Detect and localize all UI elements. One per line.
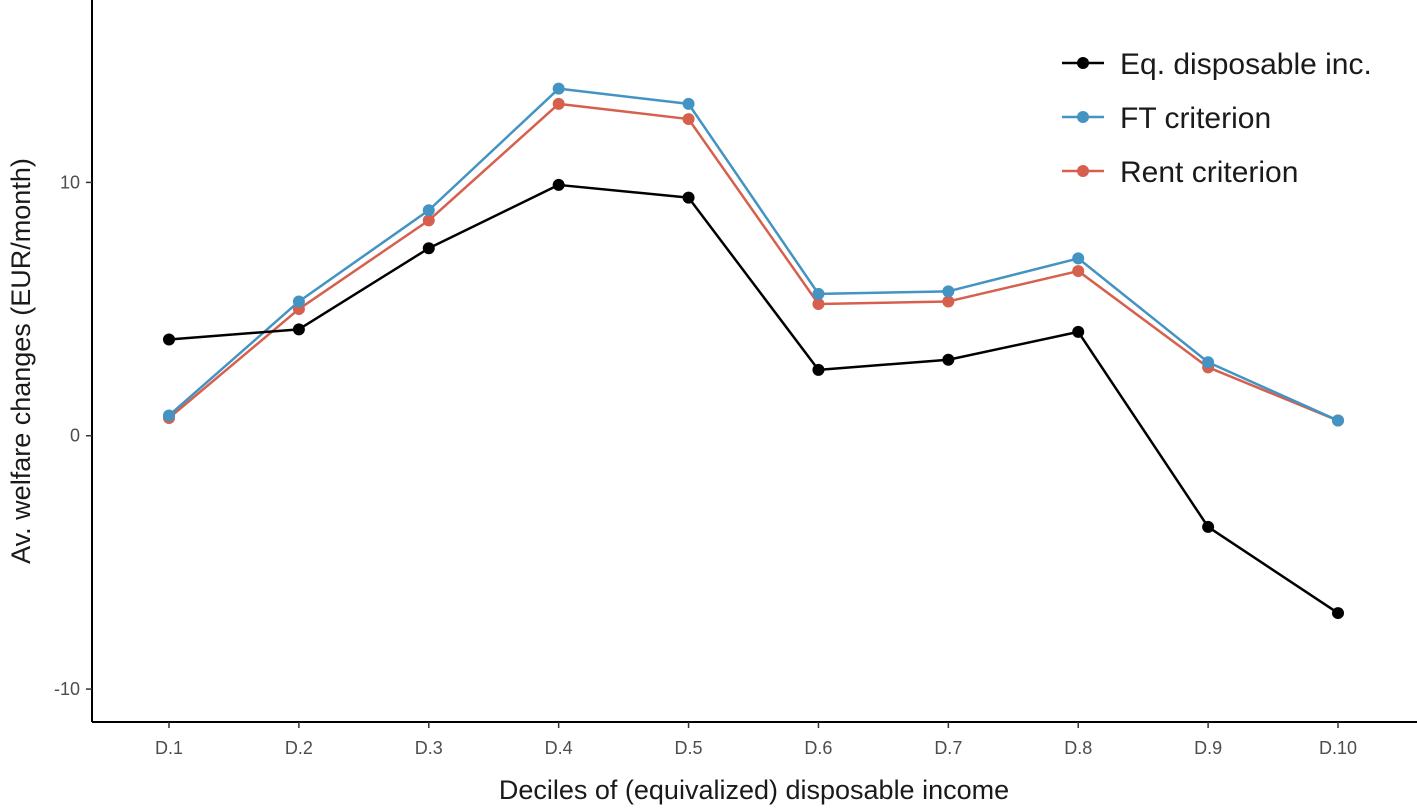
data-point: [422, 204, 435, 217]
data-point: [422, 242, 435, 255]
y-tick-label: 0: [70, 426, 80, 446]
legend-item: Rent criterion: [1062, 156, 1298, 189]
series-line: [168, 87, 1339, 422]
x-tick-label: D.6: [804, 738, 832, 758]
data-point: [552, 97, 565, 110]
data-point: [422, 214, 435, 227]
data-point: [682, 113, 695, 126]
data-point: [942, 285, 955, 298]
data-point: [812, 287, 825, 300]
x-tick-label: D.1: [155, 738, 183, 758]
data-point: [1332, 414, 1344, 427]
data-point: [552, 82, 565, 95]
data-point: [682, 191, 695, 204]
data-point: [1072, 265, 1085, 278]
data-point: [942, 295, 955, 308]
data-point: [1072, 325, 1085, 338]
data-point: [812, 298, 825, 310]
legend-item: FT criterion: [1062, 102, 1271, 135]
x-axis-title: Deciles of (equivalized) disposable inco…: [499, 775, 1009, 805]
legend-item: Eq. disposable inc.: [1062, 48, 1372, 81]
series-line: [168, 102, 1339, 422]
legend-label: FT criterion: [1120, 102, 1271, 135]
x-tick-label: D.8: [1064, 738, 1092, 758]
x-ticks: D.1 D.2 D.3 D.4 D.5 D.6 D.7 D.8 D.9 D.10: [155, 722, 1357, 758]
legend-point-swatch: [1077, 57, 1089, 69]
series-0: [163, 178, 1344, 620]
data-point: [812, 363, 825, 376]
x-tick-label: D.7: [934, 738, 962, 758]
data-point: [292, 323, 305, 336]
y-tick-label: 10: [60, 172, 80, 192]
y-ticks: -10 0 10: [54, 172, 92, 699]
series-line: [168, 183, 1339, 615]
legend-point-swatch: [1077, 165, 1089, 177]
y-axis-title: Av. welfare changes (EUR/month): [6, 158, 36, 564]
x-tick-label: D.10: [1319, 738, 1357, 758]
x-tick-label: D.9: [1194, 738, 1222, 758]
legend: Eq. disposable inc. FT criterion Rent crit…: [1062, 48, 1372, 189]
x-tick-label: D.3: [415, 738, 443, 758]
data-point: [1202, 520, 1215, 533]
series-1: [163, 82, 1344, 427]
data-point: [292, 295, 305, 308]
data-point: [552, 178, 565, 191]
data-point: [163, 333, 175, 346]
legend-label: Rent criterion: [1120, 156, 1298, 189]
data-point: [682, 97, 695, 110]
series-2: [163, 97, 1344, 427]
legend-point-swatch: [1077, 111, 1089, 123]
x-tick-label: D.2: [285, 738, 313, 758]
data-point: [1072, 252, 1085, 265]
data-point: [163, 409, 175, 422]
data-point: [1332, 607, 1344, 620]
data-point: [942, 353, 955, 366]
axes: [91, 0, 1417, 723]
data-point: [1202, 356, 1215, 369]
x-tick-label: D.4: [545, 738, 573, 758]
legend-label: Eq. disposable inc.: [1120, 48, 1372, 81]
y-tick-label: -10: [54, 679, 80, 699]
series-group: [163, 82, 1344, 620]
x-tick-label: D.5: [675, 738, 703, 758]
